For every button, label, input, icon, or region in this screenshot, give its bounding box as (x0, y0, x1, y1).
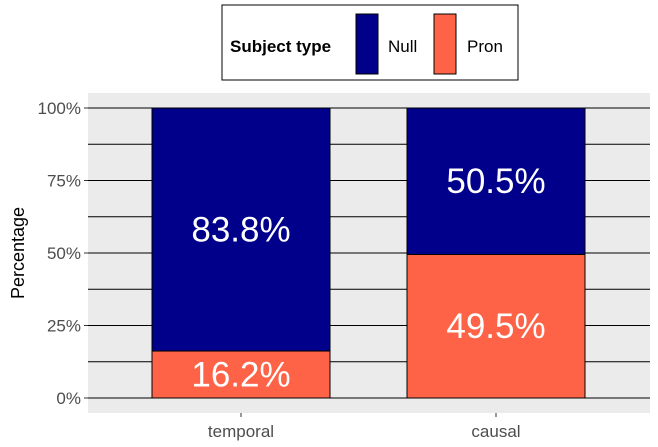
bar-null-temporal (151, 107, 331, 352)
legend-title: Subject type (230, 37, 331, 56)
data-label-null-temporal: 83.8% (191, 211, 290, 250)
bars (151, 107, 586, 399)
y-axis-title: Percentage (8, 207, 28, 299)
y-tick-label: 100% (38, 99, 81, 118)
y-tick-label: 75% (47, 172, 81, 191)
y-axis: 0% 25% 50% 75% 100% (38, 99, 88, 408)
data-label-pron-causal: 49.5% (446, 307, 545, 346)
x-tick-label: causal (471, 422, 520, 441)
x-axis: temporal causal (208, 413, 521, 441)
legend: Subject type Null Pron (221, 4, 519, 81)
y-tick-label: 0% (56, 389, 81, 408)
x-tick-label: temporal (208, 422, 274, 441)
data-label-null-causal: 50.5% (446, 162, 545, 201)
y-tick-label: 25% (47, 317, 81, 336)
data-label-pron-temporal: 16.2% (191, 356, 290, 395)
legend-label-pron: Pron (467, 37, 503, 56)
bar-null-causal (406, 107, 586, 255)
y-tick-label: 50% (47, 244, 81, 263)
data-labels: 16.2% 83.8% 49.5% 50.5% (191, 162, 545, 394)
legend-label-null: Null (388, 37, 417, 56)
legend-key-null (355, 13, 379, 75)
legend-key-pron (433, 13, 457, 75)
